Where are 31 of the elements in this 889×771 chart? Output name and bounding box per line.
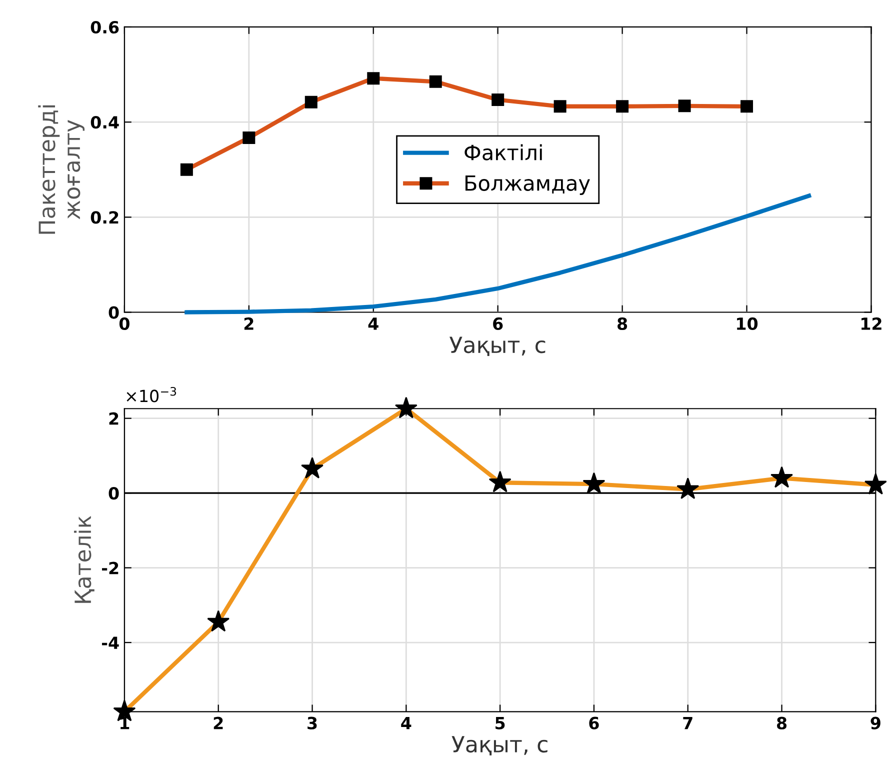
y-tick-label: 0 (108, 487, 119, 500)
x-tick-label: 4 (401, 717, 412, 730)
y-axis-title: Пакеттерді жоғалту (38, 105, 85, 234)
y-tick-label: -2 (102, 562, 118, 574)
line-series (184, 194, 812, 314)
y-tick-label: 0.4 (90, 116, 119, 129)
x-tick-label: 8 (776, 716, 787, 730)
y-tick-label: 0.2 (90, 211, 118, 224)
x-tick-label: 6 (493, 317, 503, 330)
x-tick-label: 12 (862, 317, 882, 330)
legend-label: Фактілі (464, 144, 542, 160)
y-tick-label: 2 (109, 412, 118, 425)
x-tick-label: 2 (214, 716, 223, 730)
x-tick-label: 10 (737, 317, 758, 330)
x-tick-label: 4 (368, 318, 378, 330)
x-axis-title: Уақыт, с (450, 336, 546, 356)
x-tick-label: 5 (496, 717, 505, 730)
y-axis-title: Қателік (74, 516, 94, 603)
x-tick-label: 0 (119, 317, 130, 330)
x-tick-label: 9 (870, 716, 880, 730)
x-tick-label: 3 (308, 716, 317, 730)
x-tick-label: 6 (589, 716, 599, 730)
x-tick-label: 2 (244, 317, 254, 330)
legend-label: Болжамдау (465, 175, 590, 195)
x-tick-label: 7 (683, 717, 692, 730)
text: ×10$^{−3}$ (126, 386, 176, 402)
y-tick-label: 0 (108, 306, 119, 319)
y-tick-label: 0.6 (90, 20, 119, 34)
y-tick-label: -4 (102, 636, 119, 649)
x-axis-title: Уақыт, с (452, 736, 548, 756)
x-tick-label: 8 (618, 317, 628, 330)
